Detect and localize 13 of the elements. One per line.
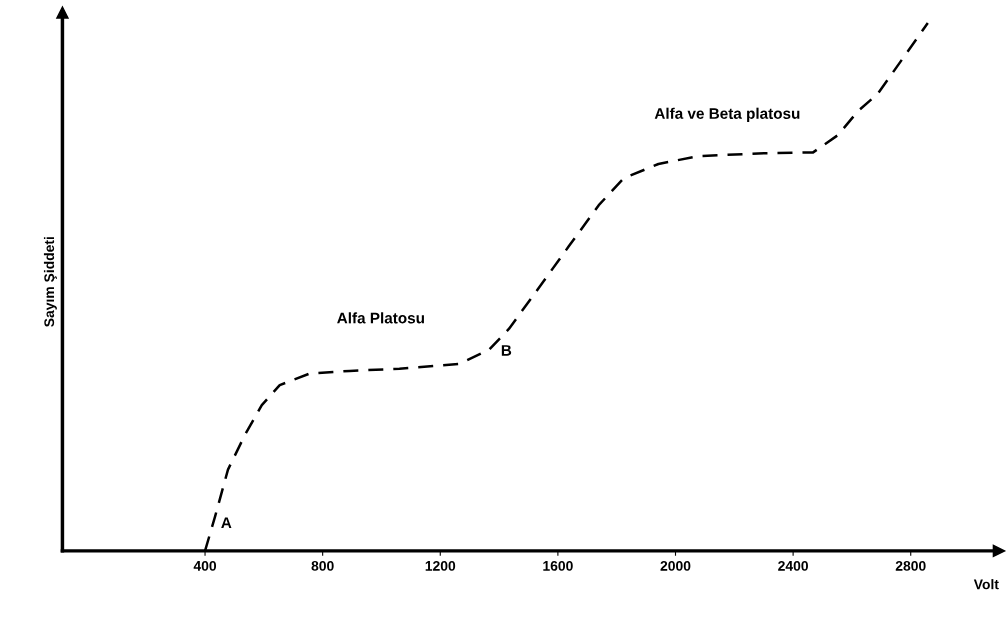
x-tick-label: 400: [193, 560, 217, 571]
x-tick-label: 2400: [778, 560, 808, 571]
annotation: Alfa Platosu: [337, 312, 424, 324]
x-axis-title: Volt: [973, 579, 999, 590]
x-tick-label: 2800: [895, 560, 926, 571]
x-tick-label: 800: [311, 560, 334, 571]
annotation: A: [221, 517, 232, 528]
y-axis-title: Sayım Şiddeti: [43, 237, 57, 327]
x-tick-label: 2000: [660, 560, 691, 571]
x-tick-label: 1600: [543, 560, 573, 571]
annotation: B: [501, 345, 512, 356]
x-tick-label: 1200: [425, 560, 456, 571]
annotation: Alfa ve Beta platosu: [654, 107, 800, 122]
